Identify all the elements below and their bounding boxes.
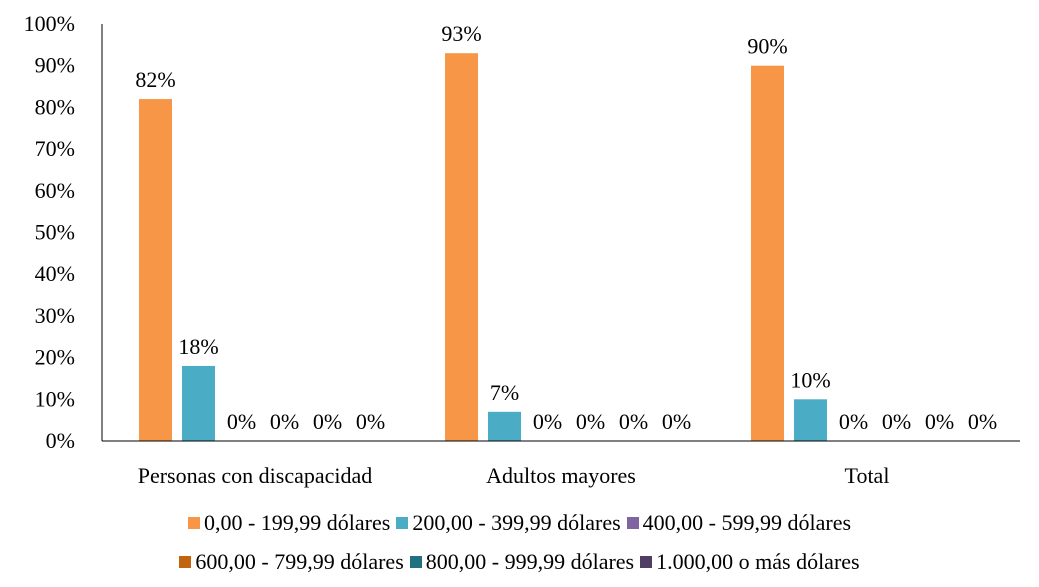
legend-item: 0,00 - 199,99 dólares bbox=[187, 510, 391, 536]
bar-value-label: 0% bbox=[313, 409, 342, 434]
bar-value-label: 90% bbox=[747, 34, 787, 59]
y-tick-label: 70% bbox=[35, 136, 75, 161]
y-tick-label: 50% bbox=[35, 220, 75, 245]
legend-swatch bbox=[626, 517, 639, 529]
bar-value-label: 18% bbox=[178, 334, 218, 359]
y-tick-label: 60% bbox=[35, 178, 75, 203]
y-tick-label: 10% bbox=[35, 386, 75, 411]
bar-value-label: 10% bbox=[790, 367, 830, 392]
legend-label: 800,00 - 999,99 dólares bbox=[425, 549, 635, 574]
bar-value-label: 0% bbox=[968, 409, 997, 434]
legend-swatch bbox=[187, 517, 200, 529]
bar-value-label: 0% bbox=[227, 409, 256, 434]
x-category-label: Adultos mayores bbox=[486, 463, 636, 488]
y-tick-label: 100% bbox=[24, 11, 75, 36]
legend-row-2: 600,00 - 799,99 dólares 800,00 - 999,99 d… bbox=[0, 549, 1039, 575]
legend-item: 200,00 - 399,99 dólares bbox=[396, 510, 621, 536]
bar-value-label: 0% bbox=[882, 409, 911, 434]
bar bbox=[794, 399, 827, 441]
bar-value-label: 0% bbox=[533, 409, 562, 434]
y-tick-label: 20% bbox=[35, 345, 75, 370]
bar-value-label: 7% bbox=[490, 380, 519, 405]
bar-value-label: 0% bbox=[619, 409, 648, 434]
legend-item: 800,00 - 999,99 dólares bbox=[409, 549, 635, 575]
bar-value-label: 93% bbox=[441, 21, 481, 46]
y-tick-label: 40% bbox=[35, 261, 75, 286]
bar-value-label: 0% bbox=[839, 409, 868, 434]
x-axis: Personas con discapacidad Adultos mayores… bbox=[102, 440, 1020, 488]
bar-value-label: 82% bbox=[135, 67, 175, 92]
legend-item: 1.000,00 o más dólares bbox=[640, 549, 860, 575]
bar-value-label: 0% bbox=[270, 409, 299, 434]
x-category-label: Total bbox=[845, 463, 890, 488]
legend-label: 200,00 - 399,99 dólares bbox=[412, 510, 621, 535]
legend-label: 400,00 - 599,99 dólares bbox=[642, 510, 852, 535]
bar-value-label: 0% bbox=[356, 409, 385, 434]
y-tick-label: 0% bbox=[46, 428, 75, 453]
legend-label: 1.000,00 o más dólares bbox=[656, 549, 860, 574]
bar bbox=[182, 365, 215, 441]
legend-label: 0,00 - 199,99 dólares bbox=[203, 510, 391, 535]
value-labels: 82% 18% 0% 0% 0% 0% 93% 7% 0% 0% 0% 0% 90% 10% 0% 0% 0% 0… bbox=[135, 21, 997, 434]
bar bbox=[751, 65, 784, 441]
y-tick-label: 90% bbox=[35, 53, 75, 78]
y-tick-label: 30% bbox=[35, 303, 75, 328]
legend-swatch bbox=[409, 556, 422, 568]
y-tick-label: 80% bbox=[35, 94, 75, 119]
bar-chart: 0% 10% 20% 30% 40% 50% 60% 70% 80% 90% 100% 82% 18%… bbox=[24, 11, 1020, 488]
bars bbox=[139, 53, 827, 441]
legend-item: 400,00 - 599,99 dólares bbox=[626, 510, 852, 536]
legend-item: 600,00 - 799,99 dólares bbox=[179, 549, 404, 575]
bar bbox=[445, 53, 478, 441]
bar bbox=[139, 99, 172, 441]
x-category-label: Personas con discapacidad bbox=[138, 463, 373, 488]
legend-swatch bbox=[179, 556, 192, 568]
y-axis: 0% 10% 20% 30% 40% 50% 60% 70% 80% 90% 100% bbox=[24, 11, 103, 453]
bar bbox=[488, 411, 521, 441]
bar-value-label: 0% bbox=[925, 409, 954, 434]
legend-row-1: 0,00 - 199,99 dólares 200,00 - 399,99 dól… bbox=[0, 510, 1039, 536]
legend-label: 600,00 - 799,99 dólares bbox=[195, 549, 404, 574]
bar-value-label: 0% bbox=[576, 409, 605, 434]
bar-value-label: 0% bbox=[662, 409, 691, 434]
legend-swatch bbox=[640, 556, 653, 568]
legend-swatch bbox=[396, 517, 409, 529]
